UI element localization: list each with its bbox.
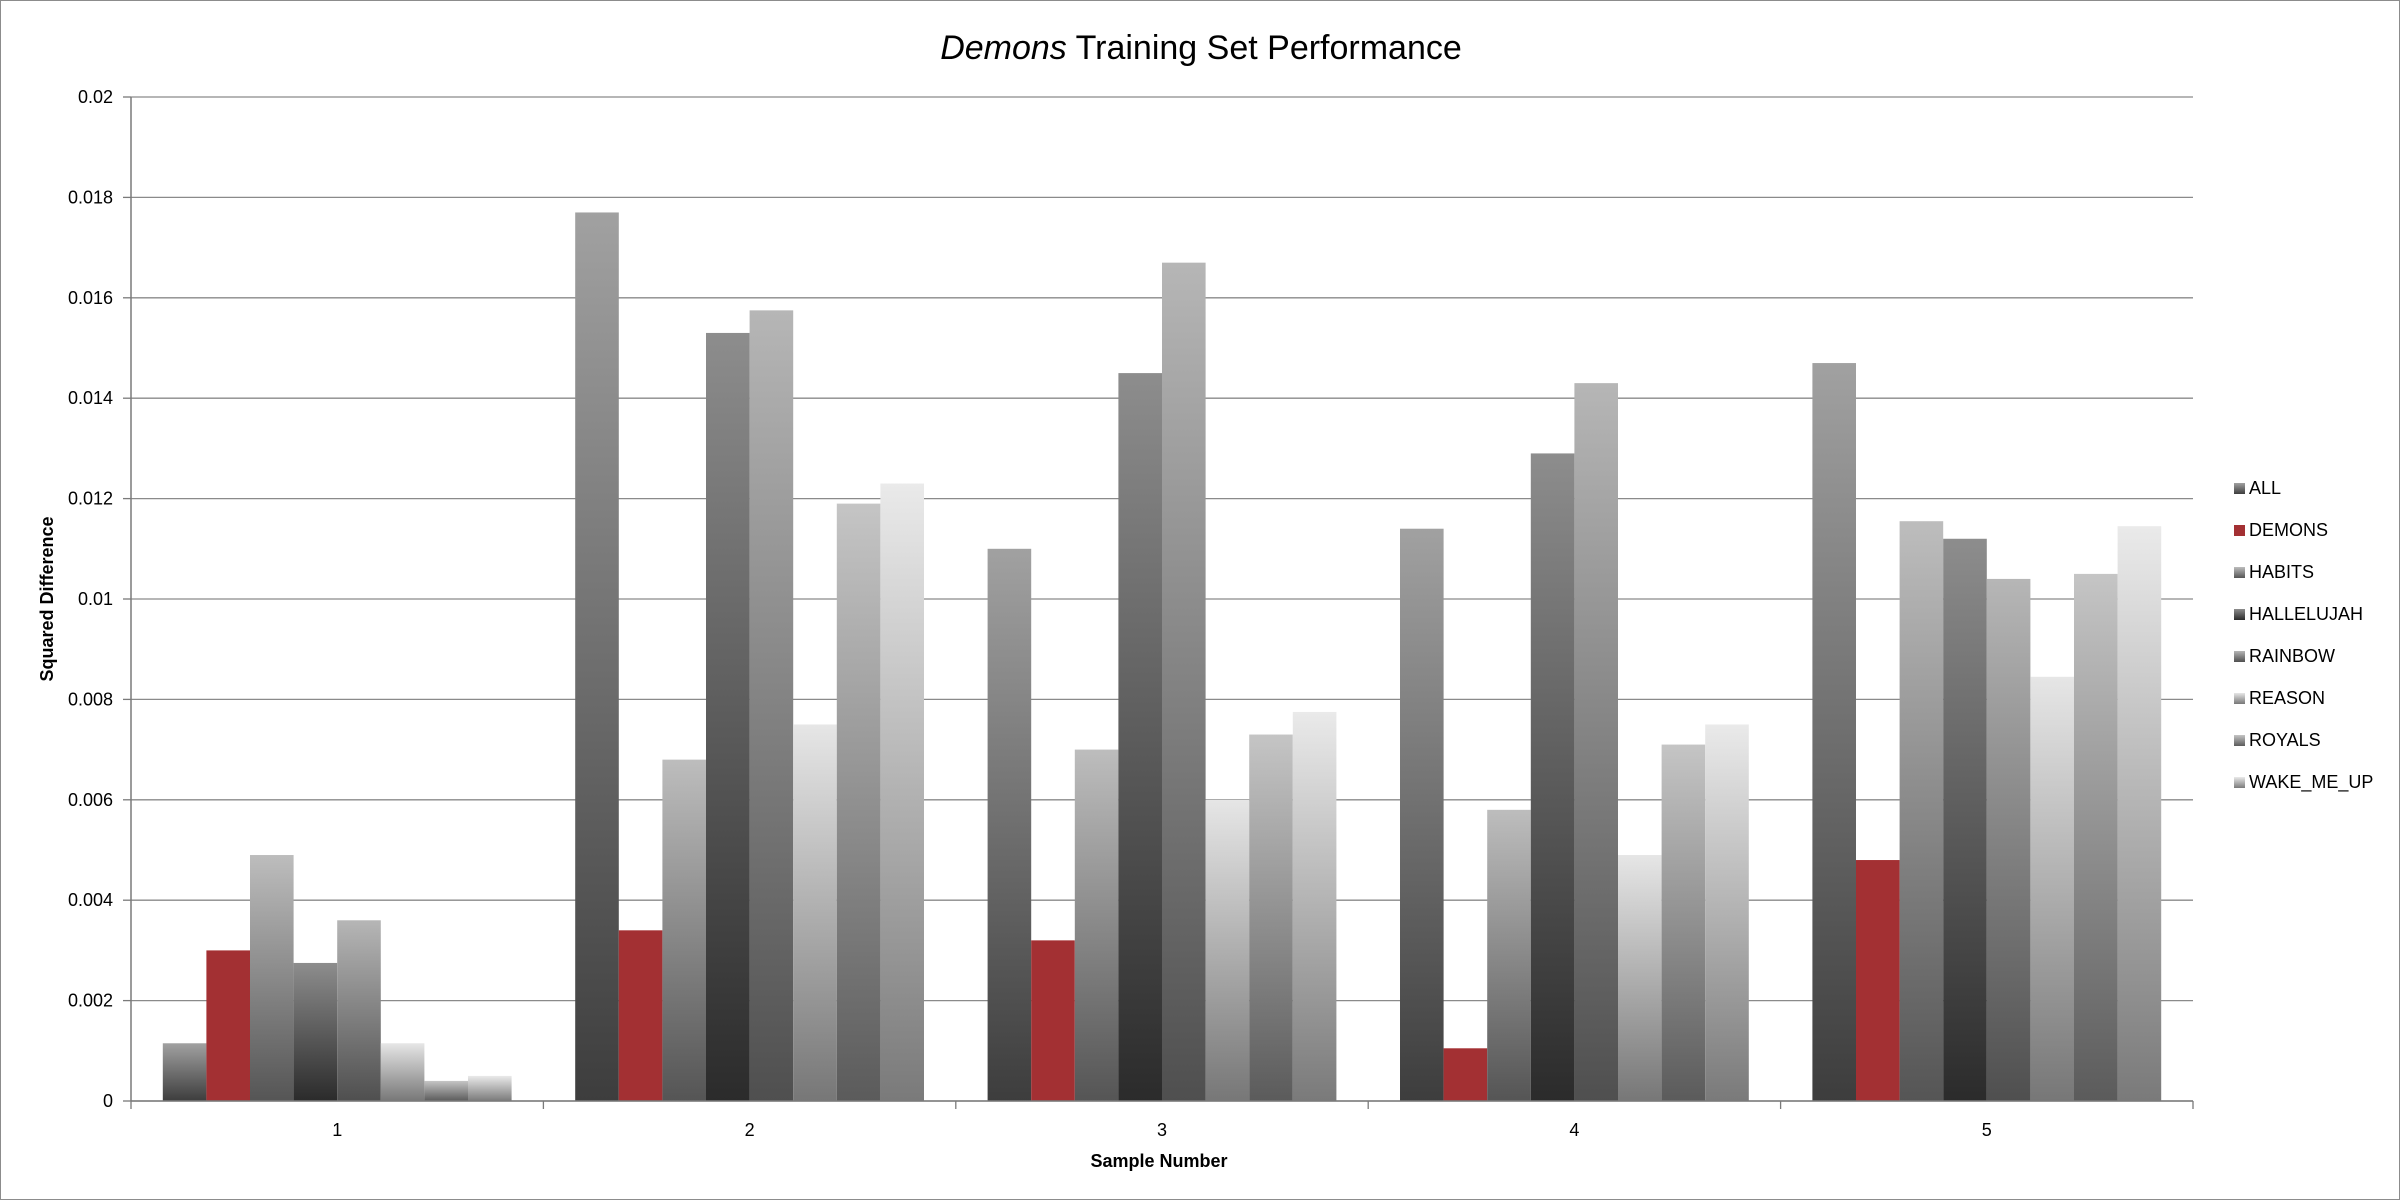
legend-label: REASON: [2249, 688, 2325, 708]
bar-reason-sample-1: [380, 1043, 425, 1101]
y-tick-label: 0.016: [68, 288, 113, 308]
bar-habits-sample-4: [1487, 809, 1531, 1101]
chart-title: Demons Training Set Performance: [940, 29, 1462, 67]
y-tick-label: 0: [103, 1091, 113, 1111]
legend-swatch-wake-me-up: [2234, 777, 2245, 788]
bar-habits-sample-1: [250, 855, 294, 1101]
x-tick-label: 3: [1157, 1120, 1167, 1140]
bar-all-sample-4: [1400, 528, 1444, 1101]
legend-swatch-demons: [2234, 525, 2245, 536]
bar-habits-sample-2: [662, 759, 706, 1101]
bar-wake-me-up-sample-3: [1292, 711, 1337, 1101]
x-tick-labels: 1 2 3 4 5: [332, 1120, 1992, 1140]
legend-label: DEMONS: [2249, 520, 2328, 540]
bar-rainbow-sample-2: [749, 310, 794, 1102]
bar-rainbow-sample-3: [1162, 262, 1206, 1101]
bar-royals-sample-2: [836, 503, 881, 1101]
legend-swatch-hallelujah: [2234, 609, 2245, 620]
y-tick-labels: 0 0.002 0.004 0.006 0.008 0.01 0.012 0.014 0.016…: [68, 87, 113, 1111]
bar-wake-me-up-sample-4: [1705, 724, 1749, 1101]
bar-all-sample-2: [575, 212, 619, 1101]
x-tick-label: 5: [1982, 1120, 1992, 1140]
legend: ALL DEMONS HABITS HALLELUJAH RAINBOW REASON RO…: [2234, 478, 2373, 793]
bar-habits-sample-5: [1899, 521, 1944, 1101]
x-tick-label: 1: [332, 1120, 342, 1140]
bar-rainbow-sample-5: [1986, 578, 2031, 1101]
bar-reason-sample-3: [1205, 799, 1250, 1101]
bar-wake-me-up-sample-2: [880, 483, 924, 1101]
bar-demons-sample-2: [618, 930, 663, 1101]
legend-label: HABITS: [2249, 562, 2314, 582]
legend-label: ROYALS: [2249, 730, 2321, 750]
bar-hallelujah-sample-2: [706, 332, 750, 1101]
bar-all-sample-3: [987, 548, 1032, 1101]
bars: [162, 212, 2162, 1102]
bar-reason-sample-2: [793, 724, 837, 1101]
bar-hallelujah-sample-5: [1943, 538, 1987, 1101]
y-tick-label: 0.018: [68, 187, 113, 207]
y-axis-title: Squared Difference: [37, 516, 57, 681]
bar-all-sample-1: [162, 1043, 207, 1101]
y-tick-label: 0.008: [68, 689, 113, 709]
axes: [123, 96, 2194, 1109]
chart-title-italic: Demons: [940, 29, 1067, 67]
bar-reason-sample-4: [1618, 855, 1662, 1101]
bar-royals-sample-5: [2074, 573, 2118, 1101]
bar-rainbow-sample-1: [337, 920, 381, 1101]
bar-hallelujah-sample-3: [1118, 373, 1162, 1102]
bar-royals-sample-1: [424, 1080, 468, 1101]
y-tick-label: 0.004: [68, 890, 113, 910]
legend-swatch-rainbow: [2234, 651, 2245, 662]
legend-swatch-reason: [2234, 693, 2245, 704]
y-tick-label: 0.002: [68, 991, 113, 1011]
bar-royals-sample-4: [1661, 744, 1706, 1101]
y-tick-label: 0.02: [78, 87, 113, 107]
bar-demons-sample-1: [206, 950, 250, 1101]
bar-habits-sample-3: [1074, 749, 1119, 1101]
bar-demons-sample-4: [1443, 1048, 1488, 1101]
y-tick-label: 0.012: [68, 489, 113, 509]
bar-demons-sample-3: [1031, 940, 1075, 1101]
legend-swatch-habits: [2234, 567, 2245, 578]
legend-label: ALL: [2249, 478, 2281, 498]
bar-royals-sample-3: [1249, 734, 1293, 1101]
chart-title-rest: Training Set Performance: [1067, 29, 1462, 67]
x-tick-label: 2: [745, 1120, 755, 1140]
legend-label: HALLELUJAH: [2249, 604, 2363, 624]
y-tick-label: 0.006: [68, 790, 113, 810]
bar-hallelujah-sample-4: [1530, 453, 1575, 1101]
y-tick-label: 0.01: [78, 589, 113, 609]
bar-demons-sample-5: [1856, 860, 1900, 1101]
x-axis-title: Sample Number: [1090, 1151, 1227, 1171]
y-tick-label: 0.014: [68, 388, 113, 408]
bar-all-sample-5: [1812, 363, 1856, 1101]
bar-wake-me-up-sample-1: [468, 1075, 512, 1101]
legend-label: RAINBOW: [2249, 646, 2335, 666]
bar-wake-me-up-sample-5: [2117, 526, 2162, 1101]
x-tick-label: 4: [1569, 1120, 1579, 1140]
legend-swatch-all: [2234, 483, 2245, 494]
legend-label: WAKE_ME_UP: [2249, 772, 2373, 793]
bar-rainbow-sample-4: [1574, 383, 1618, 1101]
bar-reason-sample-5: [2030, 676, 2074, 1101]
legend-swatch-royals: [2234, 735, 2245, 746]
bar-hallelujah-sample-1: [293, 962, 338, 1101]
